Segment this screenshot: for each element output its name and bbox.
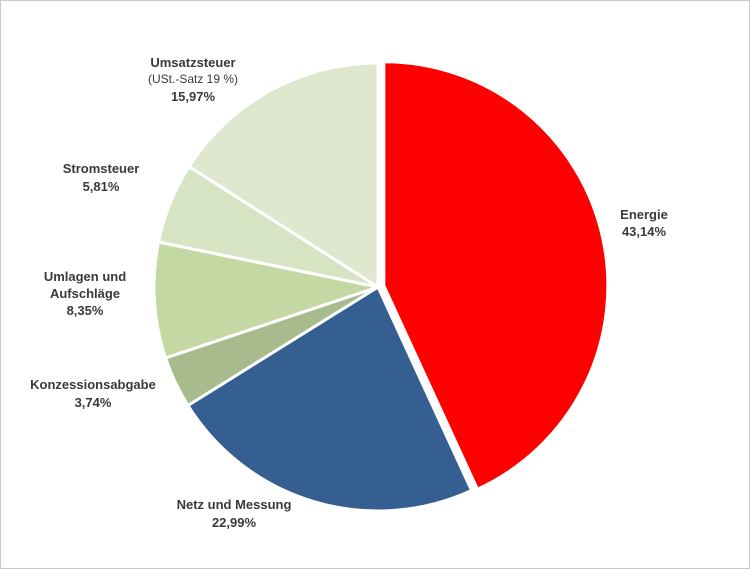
- label-netz-value: 22,99%: [212, 515, 257, 530]
- label-konzession-name: Konzessionsabgabe: [30, 377, 156, 392]
- pie-labels: Energie 43,14% Netz und Messung 22,99% K…: [30, 55, 668, 530]
- pie-slice-energie: [382, 60, 610, 491]
- label-umsatzsteuer-name: Umsatzsteuer: [150, 55, 235, 70]
- pie-slices: [152, 60, 610, 513]
- label-umlagen-name-line2: Aufschläge: [50, 286, 120, 301]
- label-stromsteuer-name: Stromsteuer: [63, 161, 140, 176]
- pie-slice-netz-und-messung: [186, 285, 474, 513]
- label-umsatzsteuer-note: (USt.-Satz 19 %): [148, 72, 238, 86]
- pie-slice-umsatzsteuer: [187, 61, 380, 289]
- label-energie-name: Energie: [620, 207, 668, 222]
- label-energie-value: 43,14%: [622, 224, 667, 239]
- pie-slice-umlagen-und-aufschl-ge: [152, 240, 380, 360]
- label-umlagen-value: 8,35%: [67, 303, 104, 318]
- label-konzession-value: 3,74%: [75, 395, 112, 410]
- label-netz-name: Netz und Messung: [177, 497, 292, 512]
- label-umlagen-name-line1: Umlagen und: [44, 269, 126, 284]
- label-umsatzsteuer-value: 15,97%: [171, 89, 216, 104]
- label-stromsteuer-value: 5,81%: [83, 179, 120, 194]
